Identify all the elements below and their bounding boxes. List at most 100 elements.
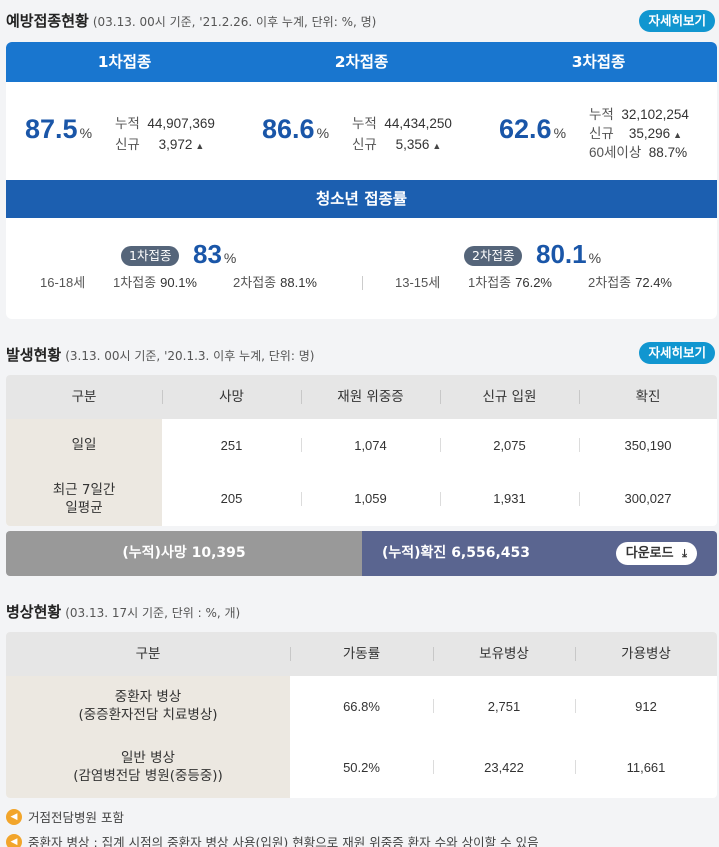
- table-cell: 1,074: [301, 419, 440, 471]
- cumulative-summary: (누적)사망 10,395 (누적)확진 6,556,453 다운로드 ⤓: [6, 531, 717, 576]
- row-label: 일일: [6, 419, 162, 471]
- dose1-percent-value: 87.5: [25, 114, 78, 144]
- column-header: 가용병상: [575, 632, 717, 676]
- teen1-second: 2차접종 88.1%: [233, 272, 317, 291]
- percent-unit: %: [553, 125, 567, 141]
- dose2-new: 신규 5,356 ▲: [352, 133, 441, 153]
- note-text: 거점전담병원 포함: [28, 810, 124, 825]
- table-row: 중환자 병상 (중증환자전담 치료병상) 66.8% 2,751 912: [6, 676, 717, 736]
- table-cell: 912: [575, 676, 717, 736]
- teen2-second: 2차접종 72.4%: [588, 272, 672, 291]
- speaker-icon: ◀: [6, 808, 22, 825]
- speaker-icon: ◀: [6, 833, 22, 847]
- vaccination-subtitle: (03.13. 00시 기준, '21.2.26. 이후 누계, 단위: %, …: [92, 15, 377, 29]
- outbreak-subtitle: (3.13. 00시 기준, '20.1.3. 이후 누계, 단위: 명): [65, 349, 315, 363]
- table-cell: 205: [220, 491, 243, 506]
- table-row: 최근 7일간 일평균 205 1,059 1,931 300,027: [6, 471, 717, 526]
- column-header: 재원 위중증: [301, 375, 440, 419]
- download-icon: ⤓: [682, 547, 687, 560]
- outbreak-table: 구분 사망 재원 위중증 신규 입원 확진 일일 251 1,074 2,075…: [6, 375, 717, 526]
- table-cell: 23,422: [433, 736, 575, 798]
- table-cell: 2,075: [440, 419, 579, 471]
- beds-title: 병상현황: [6, 603, 62, 621]
- download-label: 다운로드: [625, 546, 674, 561]
- table-row: 일일 251 1,074 2,075 350,190: [6, 419, 717, 471]
- dose2-title: 2차접종: [334, 53, 389, 71]
- dose3-new-value: 35,296: [628, 126, 671, 141]
- dose1-cumulative-value: 44,907,369: [147, 116, 215, 131]
- teen2-percent-value: 80.1: [536, 239, 587, 269]
- outbreak-table-header: 구분 사망 재원 위중증 신규 입원 확진: [6, 375, 717, 419]
- first-dose-label: 1차접종: [113, 275, 157, 290]
- new-label: 신규: [352, 137, 377, 152]
- dose3-cumulative: 누적 32,102,254: [589, 103, 689, 123]
- senior-label: 60세이상: [589, 145, 642, 160]
- dose3-title: 3차접종: [571, 53, 626, 71]
- teen2-first: 1차접종 76.2%: [468, 272, 552, 291]
- dose3-cumulative-value: 32,102,254: [621, 107, 689, 122]
- cumulative-death: (누적)사망 10,395: [6, 531, 362, 576]
- dose-tabs: 1차접종 2차접종 3차접종: [6, 42, 717, 82]
- teen2-badge: 2차접종: [464, 246, 523, 266]
- dose1-new-value: 3,972: [158, 137, 193, 152]
- table-cell: 300,027: [579, 471, 717, 526]
- outbreak-title: 발생현황: [6, 346, 62, 364]
- column-header: 가동률: [290, 632, 433, 676]
- teen2-second-value: 72.4%: [635, 275, 672, 290]
- dose2-percent-value: 86.6: [262, 114, 315, 144]
- table-cell: 251: [220, 437, 243, 453]
- table-row: 일반 병상 (감염병전담 병원(중등중)) 50.2% 23,422 11,66…: [6, 736, 717, 798]
- triangle-up-icon: ▲: [673, 130, 683, 140]
- beds-header: 병상현황 (03.13. 17시 기준, 단위 : %, 개): [6, 601, 240, 622]
- download-button[interactable]: 다운로드 ⤓: [615, 542, 697, 565]
- second-dose-label: 2차접종: [233, 275, 277, 290]
- column-header: 구분: [71, 389, 97, 405]
- row-label: 일반 병상 (감염병전담 병원(중등중)): [6, 736, 290, 798]
- new-label: 신규: [589, 126, 614, 141]
- cumulative-confirmed-text: (누적)확진 6,556,453: [382, 545, 531, 561]
- table-cell: 66.8%: [343, 698, 380, 714]
- teen1-first-value: 90.1%: [160, 275, 197, 290]
- column-header: 구분: [135, 646, 161, 662]
- dose3-senior: 60세이상 88.7%: [589, 141, 687, 161]
- note-text: 중환자 병상 : 집계 시점의 중환자 병상 사용(입원) 현황으로 재원 위중…: [28, 835, 539, 847]
- table-cell: 1,931: [440, 471, 579, 526]
- outbreak-header: 발생현황 (3.13. 00시 기준, '20.1.3. 이후 누계, 단위: …: [6, 344, 314, 365]
- column-header: 사망: [162, 375, 301, 419]
- row-label: 최근 7일간 일평균: [6, 471, 162, 526]
- row-label: 중환자 병상 (중증환자전담 치료병상): [6, 676, 290, 736]
- triangle-up-icon: ▲: [195, 141, 205, 151]
- first-dose-label: 1차접종: [468, 275, 512, 290]
- table-cell: 2,751: [433, 676, 575, 736]
- vaccination-header: 예방접종현황 (03.13. 00시 기준, '21.2.26. 이후 누계, …: [6, 10, 376, 31]
- column-header: 보유병상: [433, 632, 575, 676]
- cumulative-confirmed: (누적)확진 6,556,453 다운로드 ⤓: [362, 531, 717, 576]
- dose1-percent: 87.5%: [25, 114, 92, 145]
- percent-unit: %: [316, 125, 330, 141]
- teen2-first-value: 76.2%: [515, 275, 552, 290]
- column-header: 신규 입원: [440, 375, 579, 419]
- dose3-new: 신규 35,296 ▲: [589, 122, 682, 142]
- dose3-percent-value: 62.6: [499, 114, 552, 144]
- dose2-cumulative-value: 44,434,250: [384, 116, 452, 131]
- teen1-second-value: 88.1%: [280, 275, 317, 290]
- vaccination-more-button[interactable]: 자세히보기: [639, 10, 715, 32]
- beds-table: 구분 가동률 보유병상 가용병상 중환자 병상 (중증환자전담 치료병상) 66…: [6, 632, 717, 798]
- teen2-age: 13-15세: [395, 275, 441, 290]
- teen1-first: 1차접종 90.1%: [113, 272, 197, 291]
- triangle-up-icon: ▲: [432, 141, 442, 151]
- teen1-percent: 83%: [193, 239, 236, 270]
- teen-title: 청소년 접종률: [6, 180, 717, 218]
- cumulative-label: 누적: [589, 107, 614, 122]
- outbreak-more-button[interactable]: 자세히보기: [639, 342, 715, 364]
- teen1-percent-value: 83: [193, 239, 222, 269]
- table-cell: 1,059: [301, 471, 440, 526]
- table-cell: 11,661: [575, 736, 717, 798]
- beds-table-header: 구분 가동률 보유병상 가용병상: [6, 632, 717, 676]
- dose3-percent: 62.6%: [499, 114, 566, 145]
- second-dose-label: 2차접종: [588, 275, 632, 290]
- dose-stats: 87.5% 누적 44,907,369 신규 3,972 ▲ 86.6% 누적 4…: [6, 82, 717, 180]
- vaccination-card: 1차접종 2차접종 3차접종 87.5% 누적 44,907,369 신규 3,…: [6, 42, 717, 319]
- dose1-new: 신규 3,972 ▲: [115, 133, 204, 153]
- column-header: 확진: [579, 375, 717, 419]
